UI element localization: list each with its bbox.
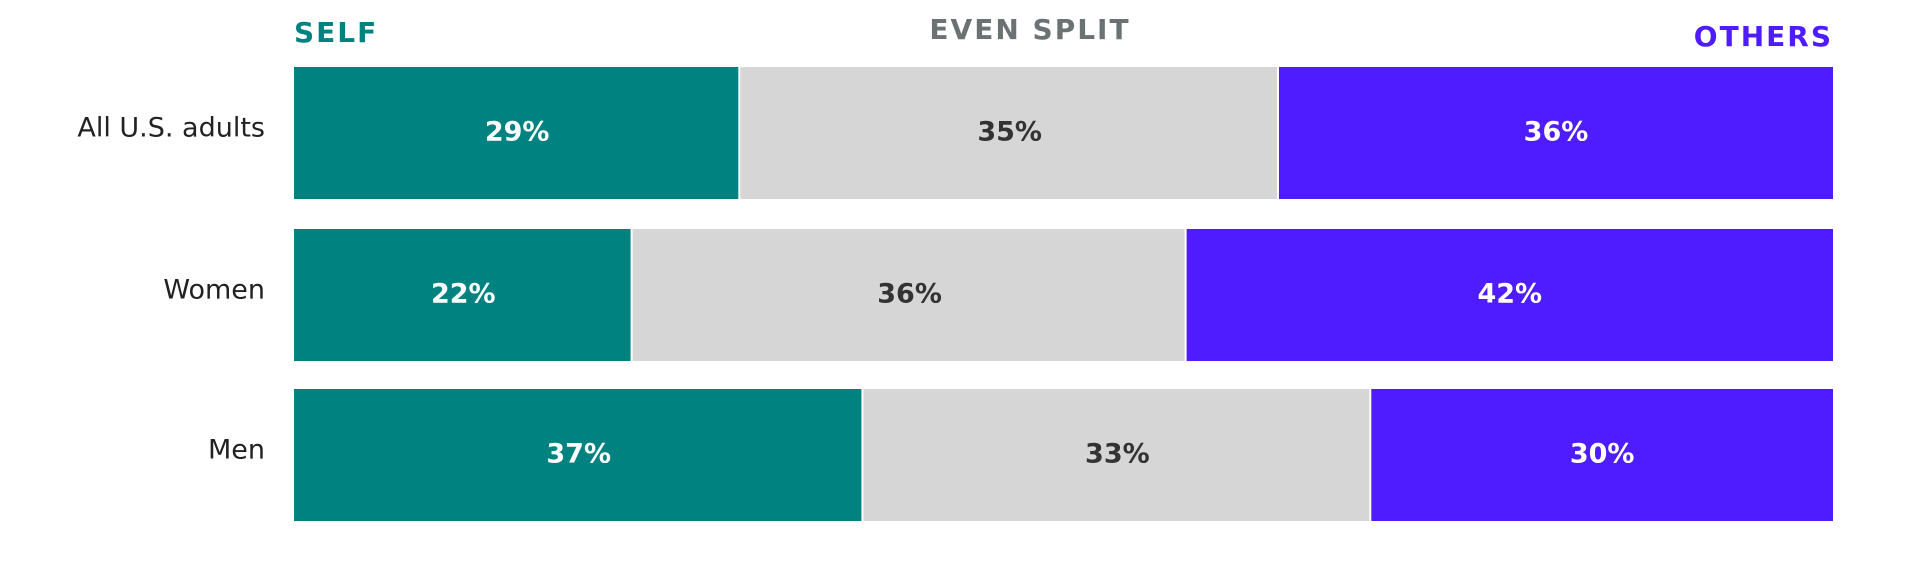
- legend-label: EVEN SPLIT: [929, 13, 1130, 46]
- bar-segment: [294, 229, 631, 361]
- bar-segment: [740, 67, 1277, 199]
- legend-label: SELF: [294, 16, 378, 49]
- bar-segment: [1371, 389, 1833, 521]
- value-label: 42%: [1477, 279, 1542, 310]
- value-label: 36%: [1524, 117, 1589, 148]
- value-label: 33%: [1085, 439, 1150, 470]
- bar-segment: [863, 389, 1370, 521]
- bar-segment: [294, 67, 739, 199]
- category-label: All U.S. adults: [77, 113, 265, 144]
- bar-segment: [1186, 229, 1833, 361]
- category-label: Men: [208, 435, 265, 466]
- value-label: 37%: [546, 439, 611, 470]
- bar-segment: [1278, 67, 1833, 199]
- bar-segment: [632, 229, 1185, 361]
- value-label: 30%: [1570, 439, 1635, 470]
- value-label: 36%: [877, 279, 942, 310]
- value-label: 35%: [977, 117, 1042, 148]
- value-label: 22%: [431, 279, 496, 310]
- bar-segment: [294, 389, 862, 521]
- category-label: Women: [163, 275, 265, 306]
- value-label: 29%: [485, 117, 550, 148]
- legend-label: OTHERS: [1694, 20, 1833, 53]
